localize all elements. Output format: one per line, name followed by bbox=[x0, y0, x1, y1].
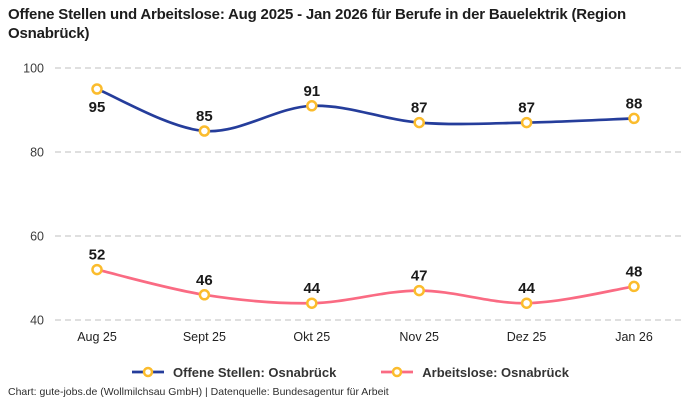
x-tick-label: Nov 25 bbox=[399, 330, 439, 344]
chart-legend: Offene Stellen: Osnabrück Arbeitslose: O… bbox=[0, 362, 700, 382]
series-line bbox=[95, 87, 636, 133]
data-point-label: 46 bbox=[196, 272, 213, 289]
x-tick-label: Sept 25 bbox=[183, 330, 226, 344]
y-tick-label: 80 bbox=[30, 146, 44, 160]
y-tick-label: 60 bbox=[30, 230, 44, 244]
data-point-marker[interactable] bbox=[413, 116, 425, 129]
legend-label: Offene Stellen: Osnabrück bbox=[173, 364, 337, 380]
data-point-marker[interactable] bbox=[91, 83, 103, 95]
y-tick-label: 40 bbox=[30, 314, 44, 328]
series-line bbox=[95, 268, 636, 305]
data-point-marker[interactable] bbox=[306, 297, 318, 309]
x-tick-label: Okt 25 bbox=[293, 330, 330, 344]
data-point-label: 52 bbox=[89, 247, 106, 264]
y-tick-label: 100 bbox=[23, 62, 44, 76]
data-point-label: 91 bbox=[303, 83, 320, 100]
x-tick-label: Jan 26 bbox=[615, 330, 653, 344]
data-point-label: 87 bbox=[411, 100, 428, 117]
line-chart: 40 60 80 100 Aug 25 Sept 25 Okt 25 Nov 25 Dez 25… bbox=[23, 62, 685, 344]
source-attribution: Chart: gute-jobs.de (Wollmilchsau GmbH) … bbox=[8, 386, 389, 398]
data-point-marker[interactable] bbox=[520, 297, 533, 309]
x-tick-label: Dez 25 bbox=[507, 330, 547, 344]
data-point-marker[interactable] bbox=[198, 289, 211, 301]
data-point-marker[interactable] bbox=[198, 125, 211, 137]
data-point-label: 44 bbox=[303, 280, 320, 297]
legend-label: Arbeitslose: Osnabrück bbox=[422, 364, 569, 380]
data-point-marker[interactable] bbox=[91, 263, 103, 276]
legend-item-offene-stellen[interactable]: Offene Stellen: Osnabrück bbox=[131, 365, 336, 380]
data-point-marker[interactable] bbox=[413, 284, 425, 297]
data-point-label: 48 bbox=[626, 263, 643, 280]
legend-swatch-line-icon bbox=[132, 366, 165, 378]
legend-swatch-line-icon bbox=[381, 366, 414, 378]
data-point-label: 87 bbox=[518, 100, 535, 117]
x-tick-label: Aug 25 bbox=[77, 330, 117, 344]
data-point-label: 85 bbox=[196, 108, 213, 125]
data-point-marker[interactable] bbox=[306, 100, 318, 112]
legend-item-arbeitslose[interactable]: Arbeitslose: Osnabrück bbox=[380, 365, 569, 380]
data-point-label: 88 bbox=[626, 95, 643, 112]
data-point-label: 44 bbox=[518, 280, 535, 297]
data-point-marker[interactable] bbox=[628, 280, 640, 293]
data-point-marker[interactable] bbox=[628, 112, 640, 125]
data-point-label: 95 bbox=[89, 99, 106, 116]
data-point-marker[interactable] bbox=[520, 116, 533, 129]
chart-title: Offene Stellen und Arbeitslose: Aug 2025… bbox=[8, 6, 626, 43]
data-point-label: 47 bbox=[411, 268, 428, 285]
